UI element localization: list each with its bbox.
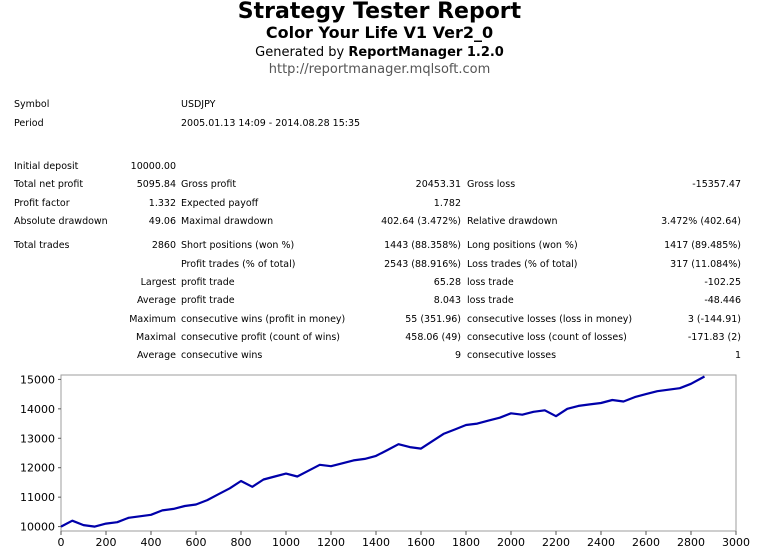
maximal-drawdown-value: 402.64 (3.472%)	[381, 216, 461, 227]
average-label: Average	[136, 295, 176, 306]
x-tick-label: 600	[186, 536, 207, 547]
largest-label: Largest	[140, 277, 176, 288]
avg-consec-losses-label: consecutive losses	[467, 350, 557, 361]
average-loss-label: loss trade	[467, 295, 514, 306]
total-net-profit-label: Total net profit	[14, 179, 84, 190]
profit-factor-label: Profit factor	[14, 198, 70, 209]
expected-payoff-value: 1.782	[433, 198, 461, 209]
average-profit-value: 8.043	[433, 295, 461, 306]
x-tick-label: 1200	[317, 536, 345, 547]
initial-deposit-label: Initial deposit	[14, 161, 79, 172]
gross-profit-label: Gross profit	[181, 179, 237, 190]
max-consec-losses-value: 3 (-144.91)	[687, 314, 741, 325]
short-positions-value: 1443 (88.358%)	[384, 240, 461, 251]
relative-drawdown-value: 3.472% (402.64)	[661, 216, 741, 227]
report-url-link[interactable]: http://reportmanager.mqlsoft.com	[268, 62, 491, 77]
average-loss-value: -48.446	[704, 295, 741, 306]
expected-payoff-label: Expected payoff	[181, 198, 259, 209]
symbol-value: USDJPY	[181, 99, 216, 110]
generator-name: ReportManager 1.2.0	[348, 45, 504, 60]
avg-consec-losses-value: 1	[734, 350, 741, 361]
maximal-label: Maximal	[136, 332, 176, 343]
x-tick-label: 1800	[452, 536, 480, 547]
x-axis: 0 200 400 600 800 1000 1200 1400 1600 1800 2000 220…	[58, 531, 750, 547]
largest-profit-value: 65.28	[433, 277, 461, 288]
report-title: Strategy Tester Report	[237, 0, 522, 24]
x-tick-label: 2400	[587, 536, 615, 547]
maximal-consec-profit-value: 458.06 (49)	[405, 332, 461, 343]
maximal-drawdown-label: Maximal drawdown	[181, 216, 274, 227]
x-tick-label: 0	[58, 536, 65, 547]
y-axis: 10000 11000 12000 13000 14000 15000	[20, 373, 61, 534]
largest-loss-value: -102.25	[704, 277, 741, 288]
y-tick-label: 15000	[20, 373, 55, 386]
x-tick-label: 1600	[407, 536, 435, 547]
absolute-drawdown-value: 49.06	[148, 216, 176, 227]
profit-trades-value: 2543 (88.916%)	[384, 259, 461, 270]
symbol-label: Symbol	[14, 99, 50, 110]
total-trades-value: 2860	[151, 240, 176, 251]
x-tick-label: 2000	[497, 536, 525, 547]
gross-loss-value: -15357.47	[692, 179, 741, 190]
generated-prefix: Generated by	[255, 45, 349, 60]
average-profit-label: profit trade	[181, 295, 235, 306]
long-positions-label: Long positions (won %)	[467, 240, 578, 251]
maximal-consec-loss-label: consecutive loss (count of losses)	[467, 332, 627, 343]
y-tick-label: 14000	[20, 403, 55, 416]
balance-chart: 10000 11000 12000 13000 14000 15000 0 200 400 60…	[20, 373, 750, 547]
largest-profit-label: profit trade	[181, 277, 235, 288]
x-tick-label: 800	[231, 536, 252, 547]
short-positions-label: Short positions (won %)	[181, 240, 295, 251]
x-tick-label: 2200	[542, 536, 570, 547]
x-tick-label: 200	[96, 536, 117, 547]
absolute-drawdown-label: Absolute drawdown	[14, 216, 108, 227]
initial-deposit-value: 10000.00	[130, 161, 176, 172]
y-tick-label: 11000	[20, 491, 55, 504]
x-tick-label: 2800	[677, 536, 705, 547]
avg-consec-wins-label: consecutive wins	[181, 350, 263, 361]
y-tick-label: 10000	[20, 521, 55, 534]
x-tick-label: 3000	[722, 536, 750, 547]
profit-trades-label: Profit trades (% of total)	[181, 259, 296, 270]
period-label: Period	[14, 118, 44, 129]
avg-consec-wins-value: 9	[454, 350, 461, 361]
total-net-profit-value: 5095.84	[136, 179, 176, 190]
period-value: 2005.01.13 14:09 - 2014.08.28 15:35	[181, 118, 361, 129]
profit-factor-value: 1.332	[148, 198, 176, 209]
total-trades-label: Total trades	[14, 240, 70, 251]
report-subtitle: Color Your Life V1 Ver2_0	[265, 23, 494, 42]
loss-trades-value: 317 (11.084%)	[670, 259, 741, 270]
loss-trades-label: Loss trades (% of total)	[467, 259, 578, 270]
generated-by-line: Generated by ReportManager 1.2.0	[0, 44, 759, 61]
average2-label: Average	[136, 350, 176, 361]
relative-drawdown-label: Relative drawdown	[467, 216, 558, 227]
balance-line	[60, 375, 706, 528]
max-consec-wins-label: consecutive wins (profit in money)	[181, 314, 346, 325]
maximal-consec-profit-label: consecutive profit (count of wins)	[181, 332, 341, 343]
x-tick-label: 2600	[632, 536, 660, 547]
y-tick-label: 13000	[20, 432, 55, 445]
x-tick-label: 1400	[362, 536, 390, 547]
x-tick-label: 400	[141, 536, 162, 547]
long-positions-value: 1417 (89.485%)	[664, 240, 741, 251]
max-consec-wins-value: 55 (351.96)	[405, 314, 461, 325]
x-tick-label: 1000	[272, 536, 300, 547]
y-tick-label: 12000	[20, 462, 55, 475]
gross-loss-label: Gross loss	[467, 179, 516, 190]
max-consec-losses-label: consecutive losses (loss in money)	[467, 314, 633, 325]
gross-profit-value: 20453.31	[415, 179, 461, 190]
maximum-label: Maximum	[129, 314, 176, 325]
largest-loss-label: loss trade	[467, 277, 514, 288]
chart-plot-area	[60, 374, 737, 532]
maximal-consec-loss-value: -171.83 (2)	[687, 332, 741, 343]
